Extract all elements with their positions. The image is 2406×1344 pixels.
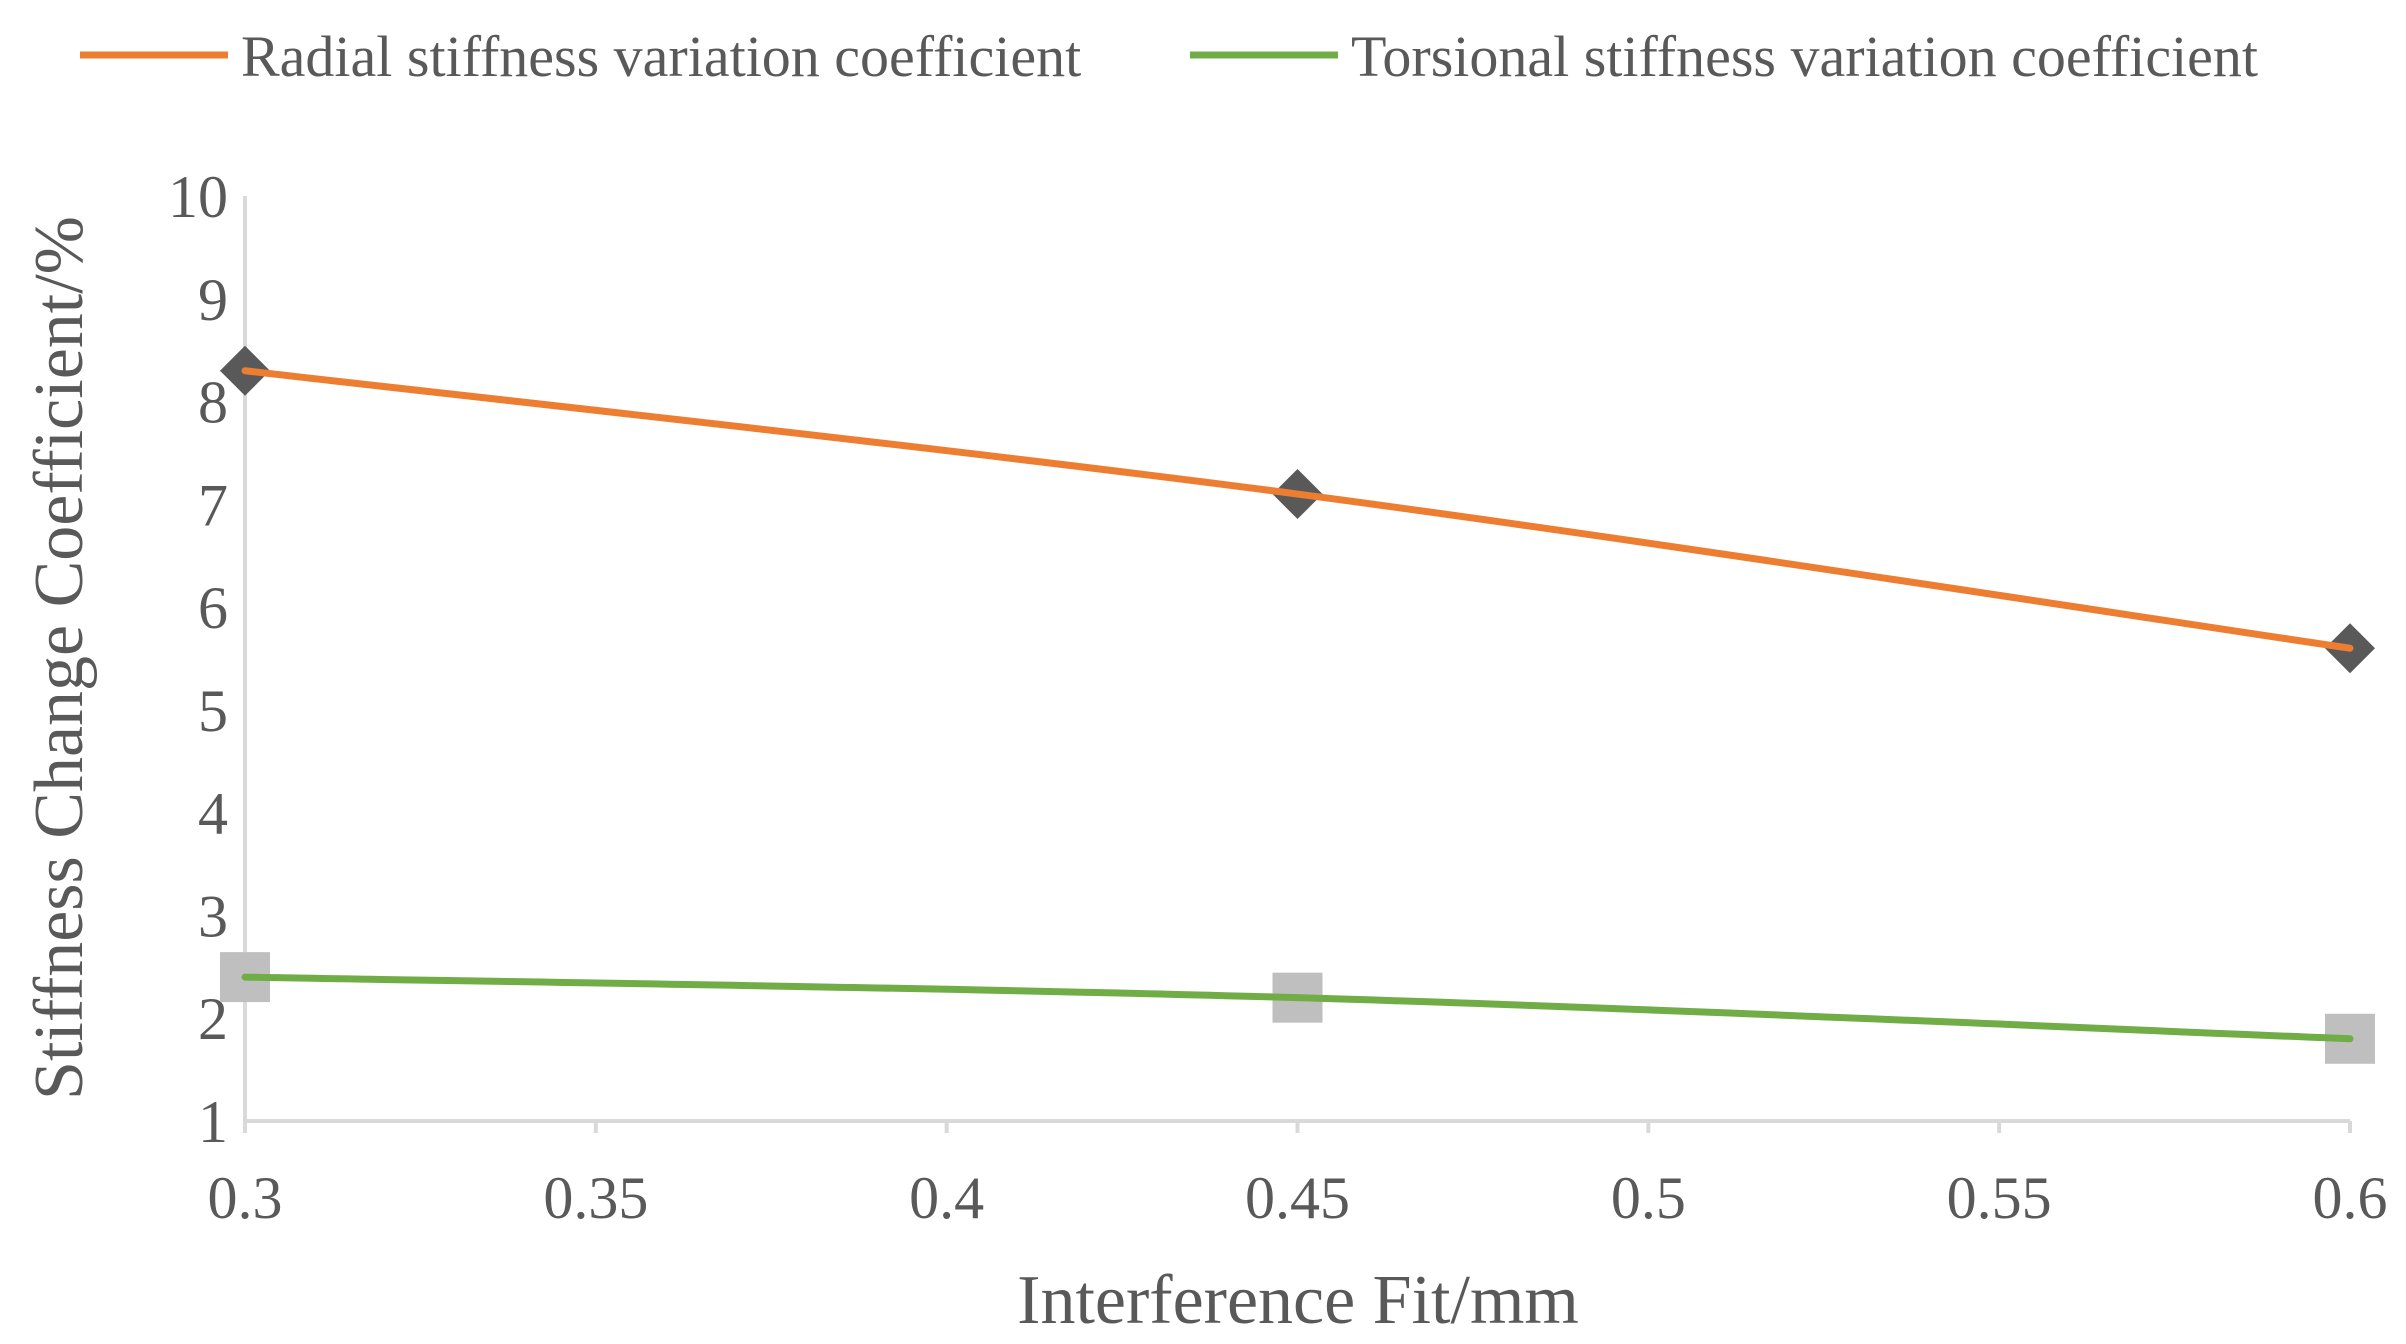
x-tick-label: 0.35 — [543, 1165, 648, 1231]
legend-label-torsional: Torsional stiffness variation coefficien… — [1351, 24, 2258, 89]
y-tick-label: 10 — [168, 164, 228, 230]
y-tick-label: 3 — [198, 883, 228, 949]
y-tick-label: 9 — [198, 267, 228, 333]
x-axis-title: Interference Fit/mm — [1017, 1262, 1579, 1339]
x-tick-label: 0.55 — [1947, 1165, 2052, 1231]
y-axis-title: Stiffness Change Coefficient/% — [21, 216, 98, 1100]
x-tick-label: 0.5 — [1611, 1165, 1686, 1231]
x-tick-label: 0.3 — [208, 1165, 283, 1231]
x-tick-label: 0.45 — [1245, 1165, 1350, 1231]
legend: Radial stiffness variation coefficient T… — [80, 24, 2258, 89]
y-tick-label: 8 — [198, 370, 228, 436]
x-axis-ticks: 0.3 0.35 0.4 0.45 0.5 0.55 0.6 — [208, 1121, 2388, 1231]
y-tick-label: 6 — [198, 575, 228, 641]
y-tick-label: 4 — [198, 781, 228, 847]
x-tick-label: 0.4 — [909, 1165, 984, 1231]
y-tick-label: 7 — [198, 472, 228, 538]
y-tick-label: 5 — [198, 678, 228, 744]
legend-label-radial: Radial stiffness variation coefficient — [241, 24, 1081, 89]
x-tick-label: 0.6 — [2313, 1165, 2388, 1231]
torsional-series-line — [241, 973, 2354, 1043]
y-tick-label: 1 — [198, 1089, 228, 1155]
series-layer — [220, 345, 2375, 1064]
radial-series-line — [241, 367, 2354, 652]
